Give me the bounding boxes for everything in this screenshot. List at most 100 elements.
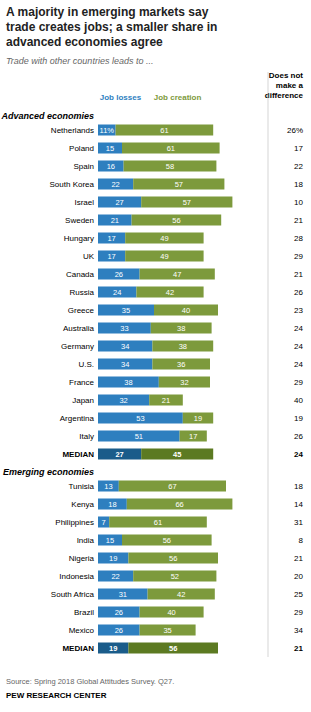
data-label: 35	[163, 626, 171, 635]
data-label: 32	[180, 378, 188, 387]
data-label: 33	[120, 324, 128, 333]
bar	[98, 395, 149, 406]
text-value: 21	[294, 554, 303, 563]
text-value: 25	[294, 590, 303, 599]
bar	[151, 323, 212, 334]
data-label: 49	[160, 234, 168, 243]
bar	[98, 215, 132, 226]
text-value: 21	[294, 644, 303, 653]
text-value: 21	[294, 216, 303, 225]
bar	[149, 395, 183, 406]
text-value: 8	[299, 536, 304, 545]
data-label: 34	[121, 342, 129, 351]
bar	[133, 571, 216, 582]
group-title: Emerging economies	[3, 467, 94, 477]
data-label: 38	[124, 378, 132, 387]
title: A majority in emerging markets saytrade …	[6, 5, 217, 49]
data-label: 26	[115, 270, 123, 279]
data-label: 21	[162, 396, 170, 405]
text-value: 23	[294, 306, 303, 315]
category-label: Indonesia	[59, 572, 94, 581]
bar	[98, 553, 128, 564]
data-label: 17	[189, 432, 197, 441]
data-label: 19	[109, 554, 117, 563]
category-label: Poland	[69, 144, 94, 153]
data-label: 22	[111, 572, 119, 581]
data-label: 57	[183, 198, 191, 207]
data-label: 38	[177, 324, 185, 333]
data-label: 26	[115, 626, 123, 635]
data-label: 17	[107, 234, 115, 243]
data-label: 61	[154, 518, 162, 527]
data-label: 49	[160, 252, 168, 261]
category-label: Kenya	[71, 500, 94, 509]
data-label: 27	[115, 450, 123, 459]
bar	[98, 607, 140, 618]
data-label: 13	[104, 482, 112, 491]
data-label: 34	[121, 360, 129, 369]
category-label: Argentina	[60, 414, 95, 423]
category-label: U.S.	[78, 360, 94, 369]
category-label: Japan	[72, 396, 94, 405]
data-label: 32	[119, 396, 127, 405]
data-label: 36	[177, 360, 185, 369]
data-label: 21	[111, 216, 119, 225]
bar	[98, 413, 183, 424]
bar	[125, 251, 203, 262]
text-value: 18	[294, 482, 303, 491]
bar	[159, 377, 210, 388]
bar	[119, 481, 226, 492]
text-value: 19	[294, 414, 303, 423]
bar	[124, 161, 217, 172]
category-label: Netherlands	[51, 126, 94, 135]
bar	[98, 269, 140, 280]
data-label: 18	[108, 500, 116, 509]
data-label: 19	[109, 644, 117, 653]
bar	[128, 643, 218, 654]
bar	[127, 499, 233, 510]
labels: Tunisia136718Kenya186614Philippines76131…	[51, 482, 304, 653]
category-label: Russia	[70, 288, 95, 297]
bar	[98, 571, 133, 582]
data-label: 31	[119, 590, 127, 599]
data-label: 56	[169, 644, 177, 653]
text-value: 20	[294, 572, 303, 581]
bar	[122, 143, 220, 154]
category-label: Canada	[66, 270, 95, 279]
data-label: 35	[122, 306, 130, 315]
bar	[140, 269, 215, 280]
text-value: 22	[294, 162, 303, 171]
text-value: 29	[294, 378, 303, 387]
data-label: 42	[177, 590, 185, 599]
data-label: 38	[179, 342, 187, 351]
text-value: 18	[294, 180, 303, 189]
bar	[98, 197, 141, 208]
bars	[98, 125, 232, 460]
bar	[122, 535, 212, 546]
text-value: 34	[294, 626, 303, 635]
bar	[98, 251, 125, 262]
data-label: 17	[107, 252, 115, 261]
bar	[133, 179, 224, 190]
data-label: 26	[115, 608, 123, 617]
bars	[98, 481, 232, 654]
data-label: 45	[173, 450, 181, 459]
bar	[152, 341, 213, 352]
bar	[140, 625, 196, 636]
category-label: Tunisia	[69, 482, 95, 491]
data-label: 22	[111, 180, 119, 189]
bar	[154, 305, 218, 316]
bar	[98, 305, 154, 316]
labels: Netherlands11%6126%Poland156117Spain1658…	[50, 126, 304, 459]
bar	[98, 535, 122, 546]
data-label: 51	[135, 432, 143, 441]
data-label: 67	[168, 482, 176, 491]
category-label: South Africa	[51, 590, 95, 599]
bar	[132, 215, 222, 226]
data-label: 27	[115, 198, 123, 207]
category-label: Mexico	[69, 626, 95, 635]
text-value: 31	[294, 518, 303, 527]
bar	[98, 125, 116, 136]
text-value: 29	[294, 252, 303, 261]
credit: PEW RESEARCH CENTER	[6, 691, 107, 700]
